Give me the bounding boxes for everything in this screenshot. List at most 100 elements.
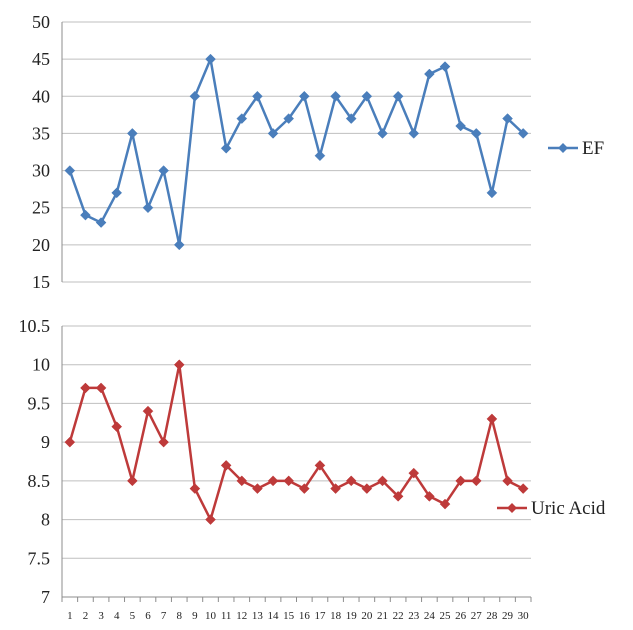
y-tick-label: 9 <box>41 432 50 452</box>
data-point <box>517 483 529 494</box>
data-point <box>252 90 263 102</box>
x-tick-label: 1 <box>67 610 73 622</box>
x-tick-label: 30 <box>518 610 530 622</box>
legend-marker <box>507 503 517 513</box>
x-tick-label: 29 <box>502 610 514 622</box>
y-tick-label: 7.5 <box>28 548 51 568</box>
series-line-uric-acid <box>68 363 524 521</box>
data-point <box>111 187 123 199</box>
x-tick-label: 2 <box>83 610 89 622</box>
data-point <box>455 475 467 487</box>
y-tick-label: 10.5 <box>19 316 51 336</box>
data-point <box>205 514 216 525</box>
data-point <box>205 53 216 65</box>
legend-item: EF <box>548 138 604 159</box>
x-tick-label: 13 <box>252 610 264 622</box>
data-point <box>345 113 357 124</box>
y-tick-label: 8 <box>41 510 50 530</box>
data-point <box>486 413 498 425</box>
data-point <box>455 120 467 132</box>
x-tick-label: 18 <box>330 610 342 622</box>
data-point <box>298 483 310 494</box>
data-point <box>408 128 420 139</box>
y-tick-label: 35 <box>32 123 50 143</box>
data-point <box>80 209 91 221</box>
x-tick-label: 22 <box>393 610 404 622</box>
data-point <box>126 475 138 487</box>
series-line-ef <box>68 57 525 247</box>
x-tick-label: 15 <box>283 610 295 622</box>
x-tick-label: 7 <box>161 610 167 622</box>
y-tick-label: 8.5 <box>28 471 51 491</box>
data-point <box>345 475 357 487</box>
x-tick-label: 4 <box>114 610 120 622</box>
data-point <box>111 421 123 433</box>
data-point <box>314 460 326 471</box>
y-tick-label: 20 <box>32 235 50 255</box>
data-point <box>361 483 373 494</box>
data-point <box>408 467 420 479</box>
legend-label: EF <box>582 138 604 159</box>
data-point <box>392 90 404 102</box>
data-point <box>314 150 326 162</box>
x-tick-label: 10 <box>205 610 217 622</box>
data-point <box>173 239 185 251</box>
data-point <box>142 202 154 214</box>
data-point <box>470 475 482 487</box>
x-tick-label: 3 <box>98 610 104 622</box>
data-point <box>298 90 310 102</box>
legend-label: Uric Acid <box>531 498 606 519</box>
y-tick-label: 45 <box>32 49 50 69</box>
data-point <box>439 498 451 510</box>
data-point <box>80 382 91 394</box>
data-point <box>267 475 279 487</box>
data-point <box>158 165 169 176</box>
y-tick-label: 40 <box>32 86 50 106</box>
data-point <box>142 405 154 417</box>
data-point <box>158 436 169 448</box>
data-point <box>361 90 373 102</box>
data-point <box>189 90 201 102</box>
data-point <box>173 359 185 371</box>
data-point <box>283 475 295 487</box>
x-tick-label: 6 <box>145 610 151 622</box>
x-tick-label: 14 <box>268 610 280 622</box>
x-tick-label: 20 <box>361 610 373 622</box>
x-tick-label: 11 <box>221 610 232 622</box>
x-tick-label: 24 <box>424 610 436 622</box>
data-point <box>424 490 435 502</box>
data-point <box>95 217 107 228</box>
data-point <box>517 128 529 139</box>
x-tick-label: 26 <box>455 610 467 622</box>
x-tick-label: 23 <box>408 610 420 622</box>
data-point <box>189 483 201 494</box>
data-point <box>502 113 513 124</box>
data-point <box>236 113 248 124</box>
y-tick-label: 10 <box>32 355 50 375</box>
x-tick-label: 19 <box>346 610 358 622</box>
data-point <box>220 460 232 471</box>
data-point <box>236 475 248 487</box>
chart-panel-1: 15 20 25 30 35 40 45 50 EF <box>32 12 604 292</box>
data-point <box>502 475 513 487</box>
data-point <box>377 128 388 139</box>
data-point <box>377 475 388 487</box>
data-point <box>392 490 404 502</box>
x-tick-label: 16 <box>299 610 311 622</box>
y-tick-label: 9.5 <box>28 393 51 413</box>
data-point <box>330 90 341 102</box>
data-point <box>470 128 482 139</box>
y-tick-label: 25 <box>32 198 50 218</box>
x-tick-label: 9 <box>192 610 198 622</box>
data-point <box>486 187 498 199</box>
legend-marker <box>558 143 568 153</box>
x-tick-label: 8 <box>177 610 183 622</box>
x-tick-label: 21 <box>377 610 388 622</box>
y-tick-label: 50 <box>32 12 50 32</box>
x-tick-label: 5 <box>130 610 136 622</box>
x-tick-label: 27 <box>471 610 483 622</box>
y-tick-label: 7 <box>41 587 50 607</box>
